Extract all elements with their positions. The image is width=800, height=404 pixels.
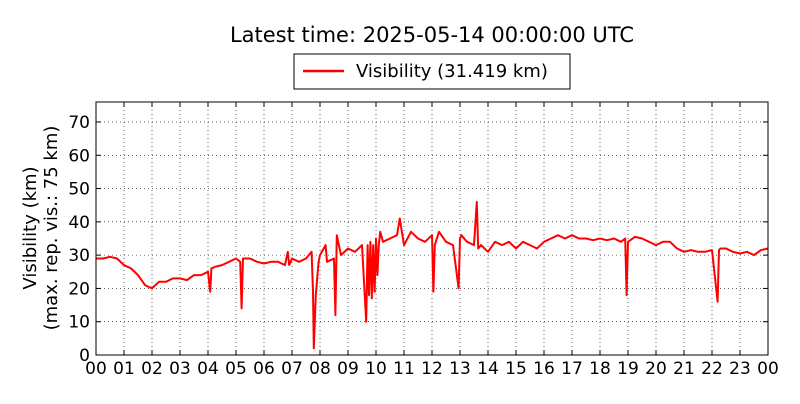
x-tick-label: 16 <box>533 359 555 379</box>
chart-title: Latest time: 2025-05-14 00:00:00 UTC <box>230 23 634 47</box>
x-tick-label: 14 <box>477 359 499 379</box>
x-tick-label: 21 <box>673 359 695 379</box>
x-tick-label: 06 <box>253 359 275 379</box>
x-tick-label: 19 <box>617 359 639 379</box>
x-tick-label: 05 <box>225 359 247 379</box>
legend-label: Visibility (31.419 km) <box>356 61 548 82</box>
x-tick-label: 18 <box>589 359 611 379</box>
x-tick-label: 07 <box>281 359 303 379</box>
y-tick-label: 10 <box>68 313 90 333</box>
x-tick-label: 20 <box>645 359 667 379</box>
plot-area <box>96 200 769 350</box>
y-axis-label-line2: (max. rep. vis.: 75 km) <box>41 126 62 331</box>
x-axis-ticks: 00 01 02 03 04 05 06 07 08 09 10 11 12 13 14 15 16 17 18 19… <box>85 102 779 379</box>
x-tick-label: 22 <box>701 359 723 379</box>
x-tick-label: 00 <box>757 359 779 379</box>
series-line-visibility <box>96 200 769 350</box>
x-tick-label: 15 <box>505 359 527 379</box>
x-tick-label: 13 <box>449 359 471 379</box>
y-axis-label: Visibility (km) (max. rep. vis.: 75 km) <box>20 126 62 331</box>
y-axis-ticks: 0 10 20 30 40 50 60 70 <box>68 113 768 366</box>
y-axis-label-line1: Visibility (km) <box>20 166 41 289</box>
x-tick-label: 11 <box>393 359 415 379</box>
x-tick-label: 03 <box>169 359 191 379</box>
x-tick-label: 04 <box>197 359 219 379</box>
x-tick-label: 00 <box>85 359 107 379</box>
x-tick-label: 08 <box>309 359 331 379</box>
y-tick-label: 70 <box>68 113 90 133</box>
y-tick-label: 50 <box>68 180 90 200</box>
x-tick-label: 23 <box>729 359 751 379</box>
y-tick-label: 0 <box>79 346 90 366</box>
grid <box>96 102 768 355</box>
x-tick-label: 12 <box>421 359 443 379</box>
y-tick-label: 40 <box>68 213 90 233</box>
x-tick-label: 09 <box>337 359 359 379</box>
legend: Visibility (31.419 km) <box>293 53 571 90</box>
x-tick-label: 01 <box>113 359 135 379</box>
y-tick-label: 20 <box>68 279 90 299</box>
y-tick-label: 30 <box>68 246 90 266</box>
x-tick-label: 02 <box>141 359 163 379</box>
y-tick-label: 60 <box>68 146 90 166</box>
x-tick-label: 17 <box>561 359 583 379</box>
x-tick-label: 10 <box>365 359 387 379</box>
